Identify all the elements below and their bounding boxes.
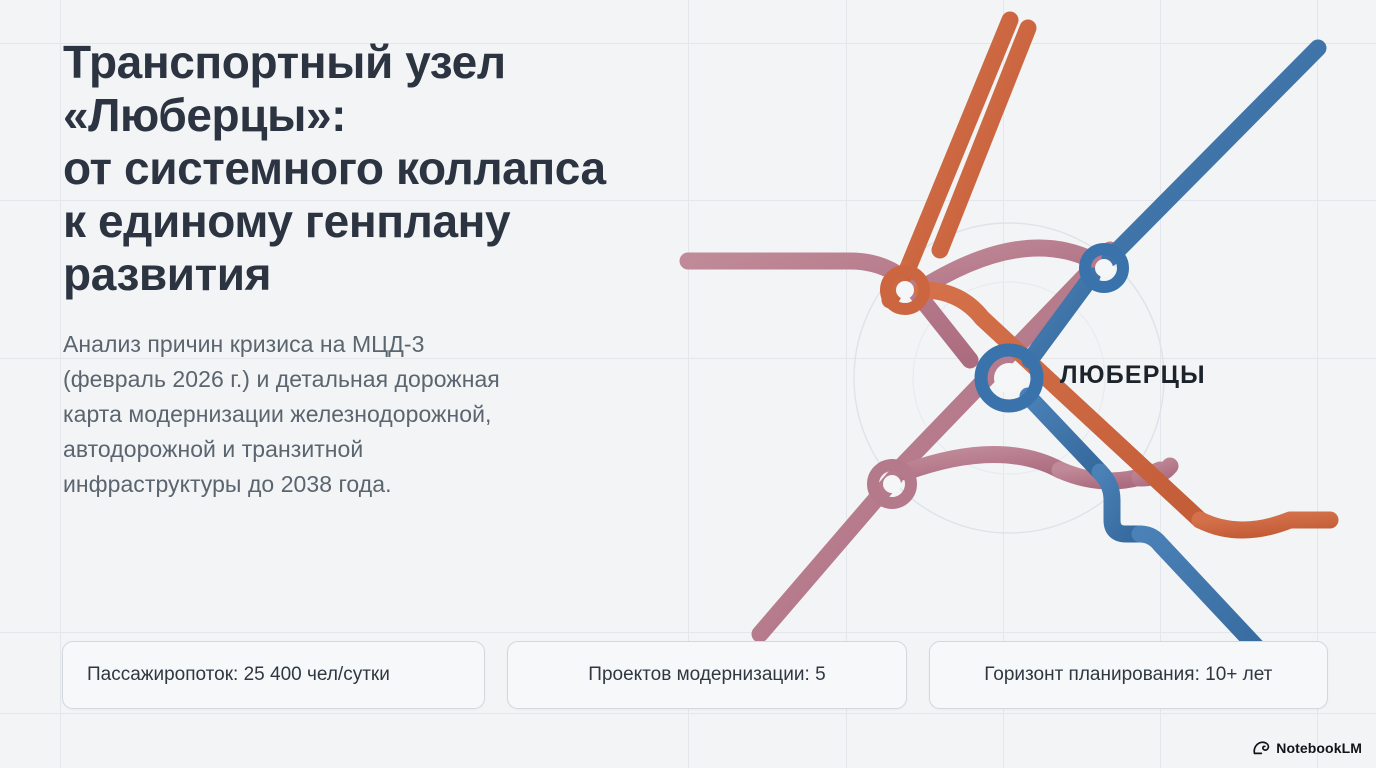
stat-card-planning-horizon[interactable]: Горизонт планирования: 10+ лет: [928, 641, 1328, 709]
transport-hub-diagram: [640, 0, 1376, 700]
stat-card-label: Пассажиропоток: 25 400 чел/сутки: [87, 664, 390, 685]
stat-card-label: Горизонт планирования: 10+ лет: [984, 664, 1273, 685]
station-orange-west: [880, 265, 930, 315]
station-label-lyubertsy: ЛЮБЕРЦЫ: [1060, 361, 1206, 389]
station-lyubertsy: [974, 343, 1044, 413]
grid-line-vertical: [60, 0, 61, 768]
text-column: Транспортный узел «Люберцы»: от системно…: [63, 36, 723, 502]
rail-line-blue: [1019, 39, 1327, 681]
station-rose-southwest: [867, 459, 917, 509]
page-title: Транспортный узел «Люберцы»: от системно…: [63, 36, 606, 300]
stat-card-row: Пассажиропоток: 25 400 чел/сутки Проекто…: [62, 641, 1328, 709]
page-subtitle: Анализ причин кризиса на МЦД-3 (февраль …: [63, 331, 500, 497]
station-blue-north: [1079, 243, 1129, 293]
notebooklm-spiral-icon: [1253, 740, 1270, 756]
stat-card-passenger-flow[interactable]: Пассажиропоток: 25 400 чел/сутки: [62, 641, 486, 709]
notebooklm-watermark: NotebookLM: [1253, 740, 1362, 756]
stat-card-modernization-projects[interactable]: Проектов модернизации: 5: [507, 641, 907, 709]
rail-line-rose: [679, 64, 1339, 657]
grid-line-horizontal: [0, 713, 1376, 714]
guide-circles: [853, 222, 1165, 534]
stat-card-label: Проектов модернизации: 5: [588, 664, 826, 685]
notebooklm-label: NotebookLM: [1276, 740, 1362, 756]
rail-line-orange: [679, 11, 1349, 539]
